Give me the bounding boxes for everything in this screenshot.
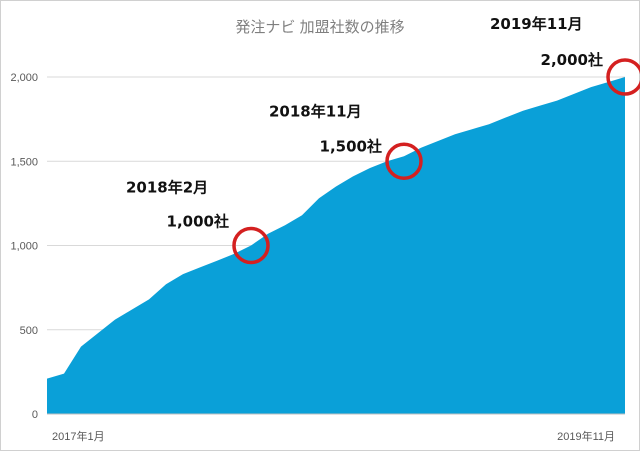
annotation-1: 2018年2月 1,000社	[126, 179, 270, 265]
highlight-circle	[606, 58, 640, 96]
annotation-count: 2,000社	[541, 51, 603, 69]
y-tick-label: 2,000	[10, 72, 38, 84]
y-axis-ticks: 0 500 1,000 1,500 2,000	[10, 72, 38, 421]
x-tick-label: 2019年11月	[557, 429, 615, 443]
annotation-count: 1,000社	[167, 213, 229, 231]
x-axis-ticks: 2017年1月 2019年11月	[52, 429, 615, 443]
annotation-3: 2019年11月 2,000社	[490, 15, 640, 96]
area-series	[47, 77, 625, 415]
y-tick-label: 0	[32, 409, 38, 421]
milestone-annotations: 2018年2月 1,000社 2018年11月 1,500社 2019年11月 2,000…	[126, 15, 640, 265]
annotation-date: 2019年11月	[490, 15, 583, 33]
area-fill	[47, 77, 625, 414]
y-tick-label: 1,500	[10, 156, 38, 168]
chart-title: 発注ナビ 加盟社数の推移	[235, 19, 404, 36]
highlight-circle	[385, 142, 423, 180]
annotation-count: 1,500社	[320, 137, 382, 155]
highlight-circle	[232, 226, 270, 265]
annotation-date: 2018年11月	[269, 102, 362, 120]
y-tick-label: 1,000	[10, 241, 38, 253]
annotation-date: 2018年2月	[126, 179, 208, 197]
x-tick-label: 2017年1月	[52, 429, 105, 443]
annotation-2: 2018年11月 1,500社	[269, 102, 423, 180]
y-tick-label: 500	[20, 325, 38, 337]
